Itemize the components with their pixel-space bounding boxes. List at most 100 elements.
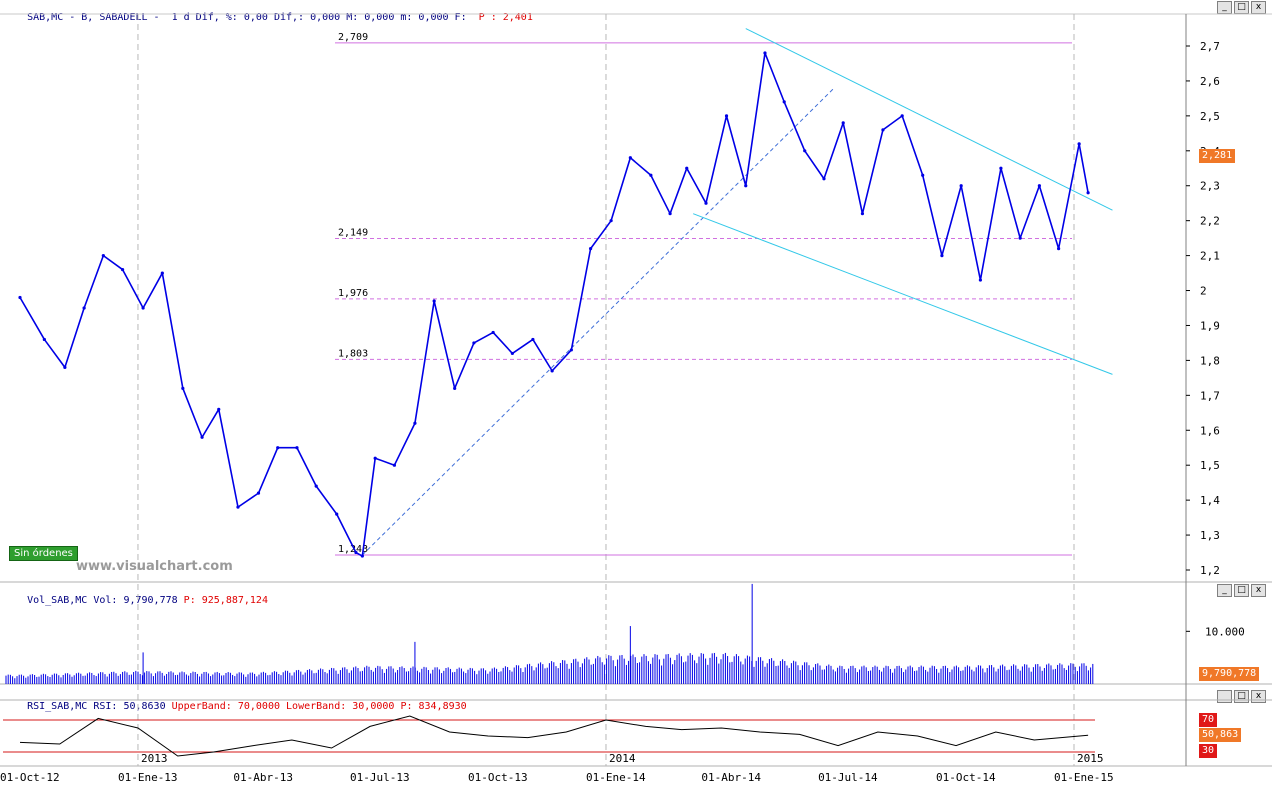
price-point [999,166,1003,170]
vertical-gridlines [137,14,1075,766]
x-tick-label: 01-Abr-13 [233,771,293,784]
x-tick-label: 01-Jul-14 [818,771,878,784]
level-label: 2,709 [338,32,368,43]
price-point [335,512,339,516]
volume-minimize-button[interactable]: _ [1217,584,1232,597]
y-tick-label: 1,4 [1200,494,1220,507]
price-point [1057,247,1061,251]
rsi-series [3,715,1095,757]
trendline [745,28,1113,211]
price-point [160,271,164,275]
level-label: 2,149 [338,227,368,238]
trendlines [362,28,1113,556]
sin-ordenes-badge[interactable]: Sin órdenes [9,546,78,561]
price-point [1018,236,1022,240]
y-tick-label: 2,1 [1200,250,1220,263]
price-point [276,446,280,450]
horizontal-levels: 2,709 2,149 1,976 1,803 1,243 [335,32,1072,556]
price-point [453,386,457,390]
price-point [472,341,476,345]
price-point [940,254,944,258]
volume-bars [5,583,1094,684]
y-tick-label: 1,5 [1200,459,1220,472]
volume-header: Vol_SAB,MC Vol: 9,790,778 P: 925,887,124 [3,584,268,617]
rsi-header: RSI_SAB,MC RSI: 50,8630 UpperBand: 70,00… [3,690,467,723]
price-point [18,295,22,300]
year-label: 2014 [609,752,636,765]
price-point [685,166,689,170]
price-maximize-button[interactable]: □ [1234,1,1249,14]
price-point [550,369,554,373]
price-point [63,365,67,369]
volume-maximize-button[interactable]: □ [1234,584,1249,597]
price-point [921,173,925,177]
price-point [200,435,204,439]
x-tick-label: 01-Oct-14 [936,771,996,784]
price-point [1037,184,1041,188]
volume-y-axis: 10.000 [1186,625,1245,638]
price-series [18,51,1090,558]
rsi-header-last: P: 834,8930 [400,701,467,712]
y-tick-label: 1,8 [1200,354,1220,367]
price-line [19,52,1089,557]
price-point [491,330,495,335]
price-header-last: P : 2,401 [478,12,533,23]
price-point [82,306,86,310]
y-tick-label: 2,5 [1200,110,1220,123]
rsi-value-badge: 50,863 [1199,728,1242,742]
price-point [724,114,729,118]
price-point [782,100,786,104]
price-point [120,267,125,272]
price-header-period: 1 d Dif, %: 0,00 Dif,: 0,000 M: 0,000 m:… [171,12,467,23]
rsi-header-upper: UpperBand: 70,0000 [171,701,280,712]
price-point [295,446,299,450]
price-point [510,351,514,356]
volume-header-value: Vol: 9,790,778 [93,595,178,606]
rsi-line [19,715,1089,757]
level-label: 1,976 [338,288,368,299]
y-tick-label: 2,6 [1200,75,1220,88]
price-point [900,114,904,118]
price-point [101,254,105,258]
price-point [531,337,535,342]
price-point [860,212,865,216]
price-point [744,184,748,188]
price-y-axis: 2,72,62,52,42,32,22,121,91,81,71,61,51,4… [1186,40,1220,577]
x-tick-label: 01-Ene-13 [118,771,178,784]
trendline [362,87,835,556]
last-volume-badge: 9,790,778 [1199,667,1260,681]
y-tick-label: 1,9 [1200,319,1220,332]
y-tick-label: 1,6 [1200,424,1220,437]
price-point [392,463,397,467]
y-tick-label: 2,2 [1200,215,1220,228]
volume-header-last: P: 925,887,124 [183,595,268,606]
x-tick-label: 01-Abr-14 [701,771,761,784]
rsi-upper-badge: 70 [1199,713,1218,727]
price-point [803,149,807,153]
price-point [959,184,963,188]
pane-frames [0,13,1272,767]
price-point [978,278,982,282]
price-point [42,337,46,342]
volume-close-button[interactable]: x [1251,584,1266,597]
price-point [668,212,672,216]
y-tick-label: 1,3 [1200,529,1220,542]
watermark: www.visualchart.com [76,559,233,574]
price-point [822,177,826,181]
price-point [1086,191,1090,195]
price-point [588,247,593,251]
price-point [763,51,767,55]
price-point [1077,142,1081,146]
x-tick-label: 01-Oct-12 [0,771,60,784]
price-point [628,156,632,160]
price-point [354,550,358,555]
volume-header-name: Vol_SAB,MC [27,595,88,606]
x-tick-label: 01-Ene-14 [586,771,646,784]
y-tick-label: 2,7 [1200,40,1220,53]
level-label: 1,243 [338,544,368,555]
price-point [373,456,377,460]
y-tick-label: 1,2 [1200,564,1220,577]
rsi-lower-badge: 30 [1199,744,1218,758]
